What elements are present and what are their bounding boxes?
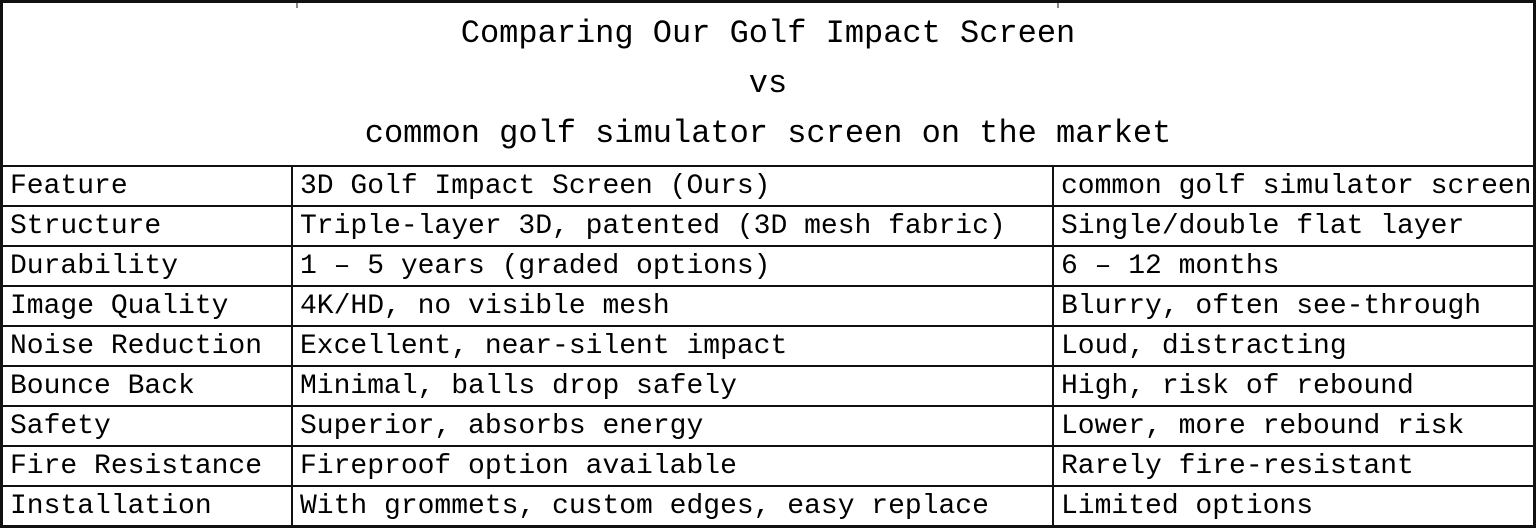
- title-line-2: vs: [748, 65, 788, 102]
- table-row-noise-reduction: Noise Reduction Excellent, near-silent i…: [3, 325, 1533, 365]
- cell-feature: Structure: [3, 207, 293, 245]
- cell-feature: Fire Resistance: [3, 447, 293, 485]
- cell-feature: Installation: [3, 487, 293, 525]
- cell-ours: 1 – 5 years (graded options): [293, 247, 1054, 285]
- header-row: Feature 3D Golf Impact Screen (Ours) com…: [3, 165, 1533, 205]
- column-header-common: common golf simulator screen: [1061, 170, 1532, 202]
- table-row-durability: Durability 1 – 5 years (graded options) …: [3, 245, 1533, 285]
- title-line-1: Comparing Our Golf Impact Screen: [460, 15, 1076, 52]
- table-row-structure: Structure Triple-layer 3D, patented (3D …: [3, 205, 1533, 245]
- cell-common: Blurry, often see-through: [1061, 290, 1482, 322]
- cell-ours: Fireproof option available: [293, 447, 1054, 485]
- title-line-3: common golf simulator screen on the mark…: [364, 115, 1172, 152]
- cell-common: 6 – 12 months: [1061, 250, 1280, 282]
- cell-common: Rarely fire-resistant: [1061, 450, 1414, 482]
- cell-ours: 4K/HD, no visible mesh: [293, 287, 1054, 325]
- cell-feature: Safety: [3, 407, 293, 445]
- table-row-installation: Installation With grommets, custom edges…: [3, 485, 1533, 525]
- table-row-safety: Safety Superior, absorbs energy Lower, m…: [3, 405, 1533, 445]
- cell-feature: Image Quality: [3, 287, 293, 325]
- cell-common: Loud, distracting: [1061, 330, 1347, 362]
- table-row-image-quality: Image Quality 4K/HD, no visible mesh Blu…: [3, 285, 1533, 325]
- cell-ours: Superior, absorbs energy: [293, 407, 1054, 445]
- column-rule-stub: [296, 3, 298, 8]
- cell-common: Single/double flat layer: [1061, 210, 1465, 242]
- column-rule-stub: [1057, 3, 1059, 8]
- cell-ours: Excellent, near-silent impact: [293, 327, 1054, 365]
- cell-feature: Bounce Back: [3, 367, 293, 405]
- cell-feature: Noise Reduction: [3, 327, 293, 365]
- column-header-feature: Feature: [3, 167, 293, 205]
- cell-common: High, risk of rebound: [1061, 370, 1414, 402]
- cell-ours: Minimal, balls drop safely: [293, 367, 1054, 405]
- cell-ours: With grommets, custom edges, easy replac…: [293, 487, 1054, 525]
- cell-common: Lower, more rebound risk: [1061, 410, 1465, 442]
- column-header-ours: 3D Golf Impact Screen (Ours): [293, 167, 1054, 205]
- table-title: Comparing Our Golf Impact Screen vs comm…: [3, 3, 1533, 165]
- cell-common: Limited options: [1061, 490, 1314, 522]
- table-row-bounce-back: Bounce Back Minimal, balls drop safely H…: [3, 365, 1533, 405]
- cell-ours: Triple-layer 3D, patented (3D mesh fabri…: [293, 207, 1054, 245]
- cell-feature: Durability: [3, 247, 293, 285]
- table-row-fire-resistance: Fire Resistance Fireproof option availab…: [3, 445, 1533, 485]
